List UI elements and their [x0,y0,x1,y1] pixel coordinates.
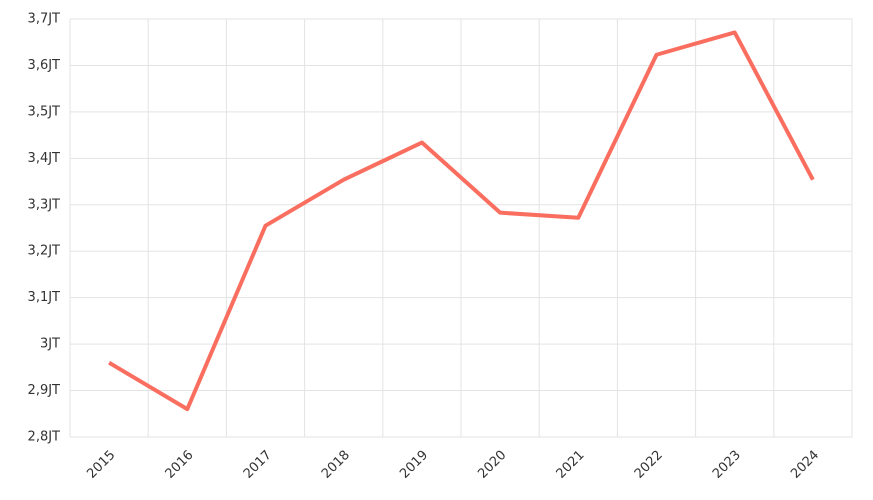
y-tick-label: 3,4JT [28,151,61,166]
x-tick-label: 2024 [788,448,822,482]
x-tick-label: 2021 [554,448,588,482]
y-tick-label: 3,3JT [28,197,61,212]
x-tick-label: 2015 [84,448,118,482]
x-tick-label: 2023 [710,448,744,482]
x-tick-label: 2017 [241,448,275,482]
y-tick-label: 3,1JT [28,290,61,305]
y-tick-label: 3,5JT [28,104,61,119]
x-tick-label: 2016 [163,448,197,482]
y-tick-label: 3JT [40,337,60,352]
y-tick-label: 2,8JT [28,430,61,445]
data-line [108,30,815,412]
y-tick-label: 3,7JT [28,12,61,27]
y-tick-label: 3,6JT [28,58,61,73]
x-tick-label: 2022 [632,448,666,482]
x-tick-label: 2018 [319,448,353,482]
x-tick-label: 2020 [475,448,509,482]
y-tick-label: 3,2JT [28,244,61,259]
x-tick-label: 2019 [397,448,431,482]
y-tick-label: 2,9JT [28,383,61,398]
